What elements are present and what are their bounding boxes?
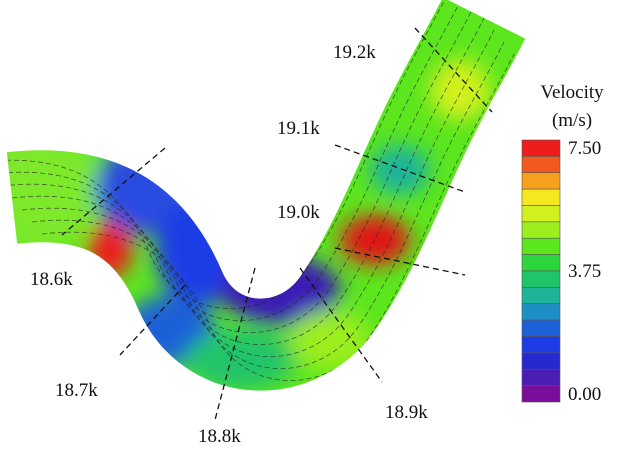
legend-tick-label: 7.50 [568,138,601,159]
legend-swatch [522,238,560,254]
cross-section-label: 18.7k [55,380,98,401]
cross-section-label: 19.0k [277,202,320,223]
legend-swatch [522,255,560,271]
legend-swatch [522,222,560,238]
legend-tick-label: 0.00 [568,384,601,405]
cross-section-label: 18.9k [385,402,428,423]
legend-swatch [522,271,560,287]
cross-section-label: 19.1k [277,118,320,139]
legend-swatch [522,173,560,189]
legend-swatch [522,189,560,205]
figure: 18.6k 18.7k 18.8k 18.9k 19.0k 19.1k 19.2… [0,0,639,450]
legend-tick-label: 3.75 [568,261,601,282]
legend-unit: (m/s) [552,110,592,131]
legend-title: Velocity [540,82,604,103]
legend-swatch [522,304,560,320]
legend-swatch [522,353,560,369]
legend-swatch [522,206,560,222]
legend-swatch [522,369,560,385]
cross-section-label: 19.2k [333,42,376,63]
legend-swatch [522,287,560,303]
legend-swatch [522,140,560,156]
legend-swatch [522,320,560,336]
cross-section-label: 18.6k [30,269,73,290]
legend-swatch [522,337,560,353]
legend-swatch [522,156,560,172]
legend-swatch [522,386,560,402]
cross-section-label: 18.8k [198,426,241,447]
